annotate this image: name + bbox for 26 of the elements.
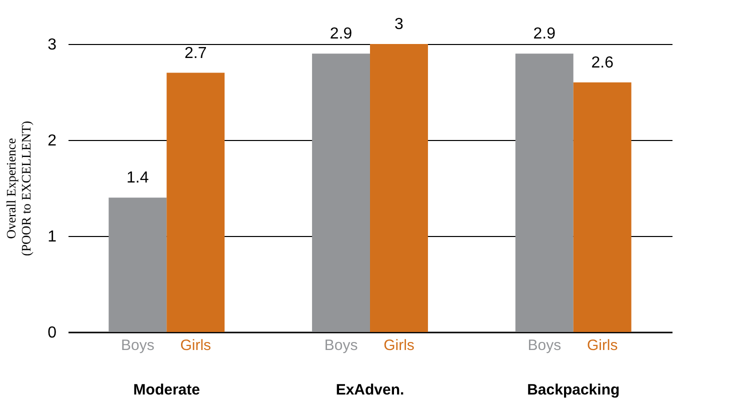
data-label: 2.6	[591, 54, 614, 72]
x-tick-label: Backpacking	[527, 382, 620, 398]
text: Girls	[384, 337, 414, 354]
data-label: 1.4	[126, 170, 149, 187]
series-label: Girls	[180, 337, 212, 354]
y-tick-label: 0	[48, 324, 57, 342]
bar	[515, 54, 574, 332]
text: Boys	[528, 337, 562, 354]
bar	[312, 54, 370, 332]
y-tick-label: 3	[48, 36, 57, 54]
text: Girls	[586, 337, 618, 354]
bar	[108, 198, 167, 332]
bar	[370, 44, 428, 332]
series-label: Boys	[120, 337, 154, 354]
data-label: 2.7	[184, 44, 207, 62]
data-label: 2.9	[330, 26, 352, 43]
y-axis-title: Overall Experience (POOR to EXCELLENT)	[4, 120, 34, 256]
bar	[166, 72, 225, 332]
text: Boys	[324, 337, 358, 354]
x-tick-label: Moderate	[133, 382, 200, 398]
x-tick-label: ExAdven.	[336, 382, 404, 398]
y-tick-label: 2	[48, 132, 57, 150]
bar	[573, 82, 632, 332]
data-label: 3	[394, 16, 404, 33]
data-label: 2.9	[533, 26, 556, 43]
y-tick-label: 1	[48, 228, 57, 246]
